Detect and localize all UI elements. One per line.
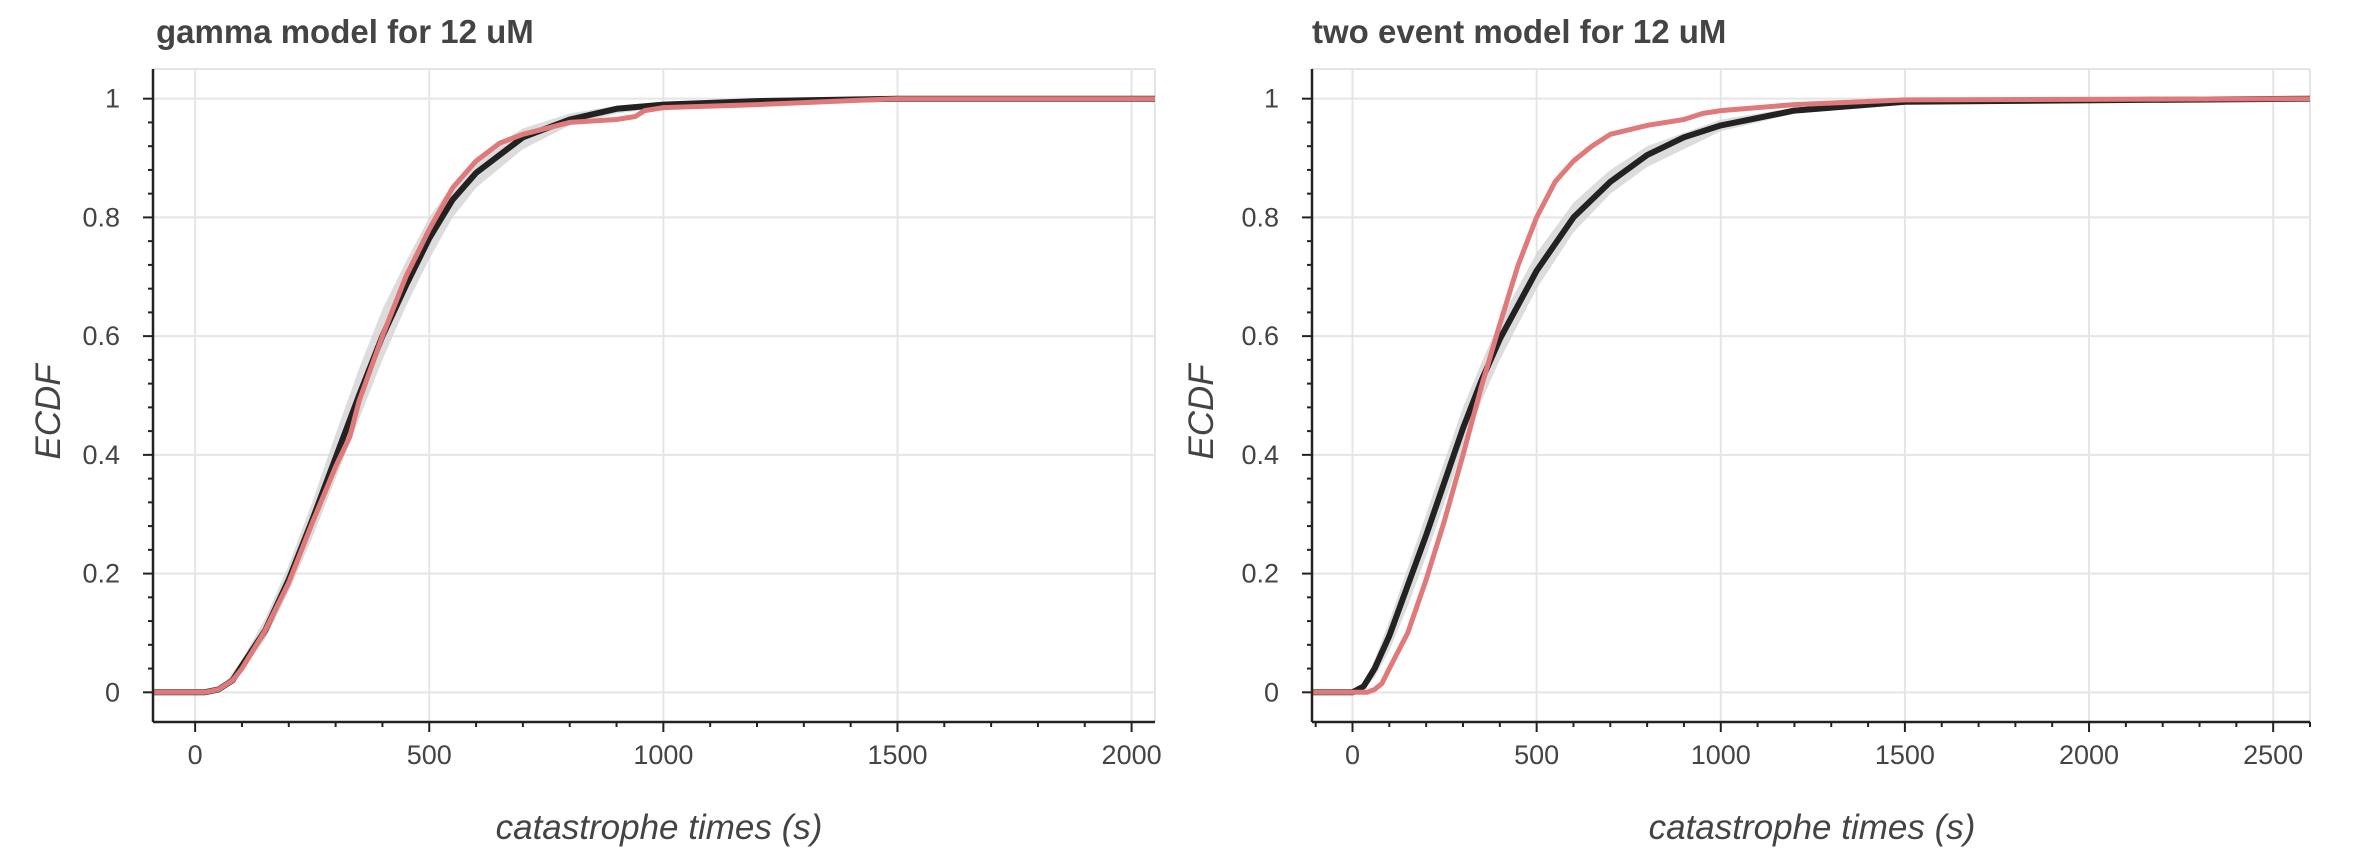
x-tick-label: 0 — [1345, 740, 1360, 770]
y-tick-label: 0.4 — [1241, 440, 1279, 470]
y-tick-label: 1 — [105, 84, 120, 114]
y-axis-label: ECDF — [29, 362, 68, 460]
model-confidence-band — [153, 98, 1155, 693]
x-tick-label: 1500 — [867, 740, 927, 770]
y-tick-label: 0.4 — [82, 440, 120, 470]
y-tick-label: 0.2 — [82, 559, 120, 589]
y-tick-label: 0.6 — [82, 321, 120, 351]
y-tick-label: 0.2 — [1241, 559, 1279, 589]
data-ecdf-line — [1312, 96, 2310, 695]
x-tick-label: 1500 — [1875, 740, 1935, 770]
x-tick-label: 500 — [1514, 740, 1559, 770]
y-tick-label: 0 — [105, 677, 120, 707]
y-tick-label: 0.6 — [1241, 321, 1279, 351]
x-axis-label: catastrophe times (s) — [496, 808, 823, 847]
model-ecdf-line — [1312, 95, 2310, 696]
y-tick-label: 0.8 — [82, 202, 120, 232]
x-tick-label: 1000 — [1691, 740, 1751, 770]
model-confidence-band — [1312, 98, 2310, 693]
chart-title: gamma model for 12 uM — [156, 13, 534, 50]
plot-area — [1312, 95, 2310, 696]
x-tick-label: 0 — [188, 740, 203, 770]
x-tick-label: 2000 — [2059, 740, 2119, 770]
y-tick-label: 0.8 — [1241, 202, 1279, 232]
y-axis-label: ECDF — [1182, 362, 1221, 460]
x-axis-label: catastrophe times (s) — [1649, 808, 1976, 847]
plot-area — [153, 95, 1155, 696]
chart-title: two event model for 12 uM — [1312, 13, 1726, 50]
x-tick-label: 500 — [407, 740, 452, 770]
y-tick-label: 0 — [1264, 677, 1279, 707]
two-event-model-panel: two event model for 12 uM ECDF catastrop… — [1182, 13, 2311, 847]
gridlines — [153, 69, 1155, 722]
x-tick-label: 2000 — [1102, 740, 1162, 770]
gridlines — [1312, 69, 2310, 722]
y-tick-label: 1 — [1264, 84, 1279, 114]
x-tick-label: 2500 — [2243, 740, 2303, 770]
gamma-model-panel: gamma model for 12 uM ECDF catastrophe t… — [29, 13, 1162, 847]
model-ecdf-line — [153, 95, 1155, 696]
data-ecdf-line — [153, 96, 1155, 695]
x-tick-label: 1000 — [633, 740, 693, 770]
